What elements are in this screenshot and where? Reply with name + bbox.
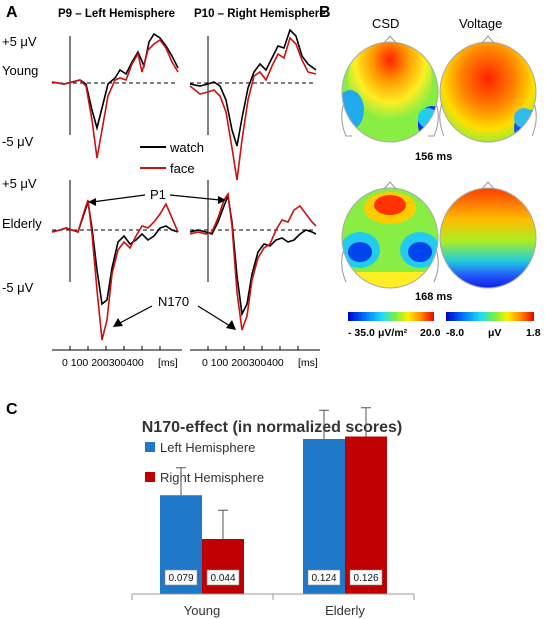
- n170-arrow-left: [117, 305, 153, 325]
- csd-title: CSD: [372, 16, 399, 31]
- p1-arrowhead-left: [88, 198, 96, 206]
- p1-arrow-right: [169, 194, 221, 201]
- left-xaxis-ticks: 0 100 200300400: [62, 357, 144, 369]
- csd-colorbar-max: 20.0: [420, 327, 441, 339]
- legend-left-hemisphere-swatch: [145, 442, 155, 452]
- legend-face-label: face: [170, 161, 195, 176]
- elderly-group-label: Elderly: [2, 216, 42, 231]
- young-pos-scale-label: +5 μV: [2, 34, 37, 49]
- value-label-box: [206, 569, 240, 586]
- panel-label-b: B: [319, 4, 331, 21]
- elderly-neg-scale-label: -5 μV: [2, 280, 34, 295]
- bar: [345, 436, 387, 594]
- legend-right-hemisphere-swatch: [145, 472, 155, 482]
- n170-arrow-right: [197, 305, 231, 327]
- category-label-elderly: Elderly: [325, 603, 365, 618]
- elderly-right-face-wave: [189, 191, 317, 331]
- right-xaxis-ticks: 0 100 200300400: [202, 357, 284, 369]
- legend-right-hemisphere-label: Right Hemisphere: [160, 470, 264, 485]
- topo-time-168: 168 ms: [415, 291, 452, 303]
- p1-label: P1: [150, 187, 166, 202]
- elderly-left-watch-wave: [51, 201, 179, 306]
- elderly-right-watch-wave: [189, 192, 317, 317]
- elderly-pos-scale-label: +5 μV: [2, 176, 37, 191]
- left-xaxis-unit: [ms]: [158, 357, 178, 369]
- csd-map-168: [341, 181, 439, 289]
- csd-colorbar-min: - 35.0: [348, 327, 375, 339]
- right-hemisphere-title: P10 – Right Hemisphere: [194, 8, 326, 20]
- value-label: 0.044: [210, 573, 235, 584]
- value-label: 0.124: [311, 573, 336, 584]
- voltage-colorbar: [446, 312, 534, 321]
- voltage-map-168: [439, 181, 537, 289]
- legend-left-hemisphere-label: Left Hemisphere: [160, 440, 255, 455]
- right-xaxis-unit: [ms]: [298, 357, 318, 369]
- voltage-title: Voltage: [459, 16, 502, 31]
- bar: [202, 539, 244, 594]
- legend-watch-label: watch: [169, 140, 204, 155]
- young-left-face-wave: [51, 38, 179, 159]
- elderly-left-face-wave: [51, 199, 179, 341]
- p1-arrowhead-right: [218, 196, 226, 204]
- voltage-colorbar-unit: μV: [488, 327, 501, 339]
- value-label-box: [349, 569, 383, 586]
- n170-arrowhead-right: [226, 320, 236, 330]
- young-group-label: Young: [2, 63, 38, 78]
- voltage-colorbar-min: -8.0: [446, 327, 464, 339]
- topo-time-156: 156 ms: [415, 151, 452, 163]
- csd-colorbar-unit: μV/m²: [378, 327, 408, 339]
- young-right-watch-wave: [189, 28, 317, 147]
- panel-label-a: A: [6, 4, 18, 21]
- p1-arrow-left: [91, 194, 146, 203]
- bar-chart-title: N170-effect (in normalized scores): [142, 419, 403, 436]
- voltage-map-156: [439, 35, 537, 143]
- category-label-young: Young: [184, 603, 220, 618]
- bar: [303, 439, 345, 594]
- young-right-face-wave: [189, 36, 317, 181]
- left-hemisphere-title: P9 – Left Hemisphere: [58, 8, 175, 20]
- young-neg-scale-label: -5 μV: [2, 134, 34, 149]
- n170-label: N170: [158, 294, 189, 309]
- value-label: 0.126: [353, 573, 378, 584]
- value-label: 0.079: [168, 573, 193, 584]
- csd-map-156: [341, 35, 439, 143]
- voltage-colorbar-max: 1.8: [526, 327, 541, 339]
- value-label-box: [164, 569, 198, 586]
- panel-label-c: C: [6, 401, 18, 418]
- n170-arrowhead-left: [113, 318, 123, 327]
- csd-colorbar: [348, 312, 434, 321]
- bar-chart-plot: 0.079 0.124 0.044 0.126: [160, 407, 387, 594]
- value-label-box: [307, 569, 341, 586]
